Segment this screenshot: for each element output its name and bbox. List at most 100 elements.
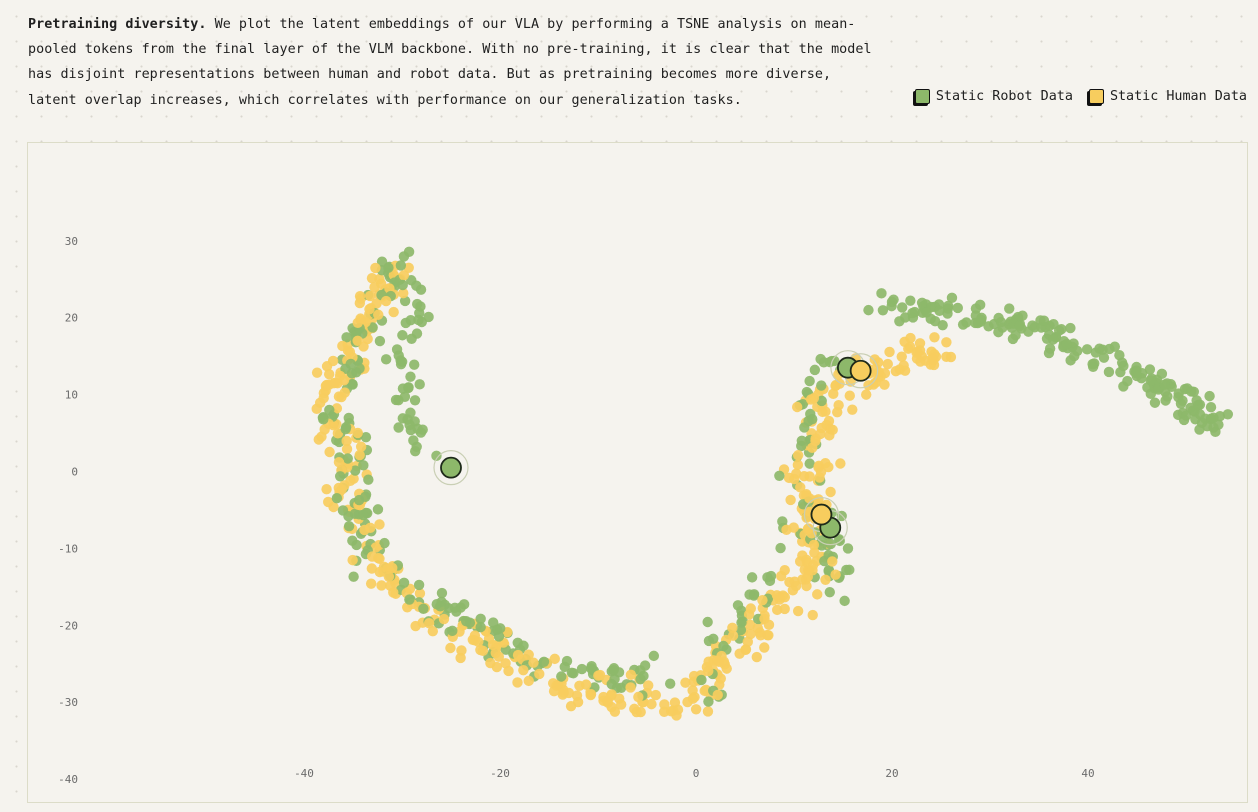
human-data-point [744, 619, 756, 630]
robot-data-point [405, 407, 416, 418]
human-data-point [323, 369, 335, 380]
human-data-point [795, 482, 806, 493]
robot-data-point [1204, 390, 1215, 402]
human-data-point [373, 309, 384, 320]
robot-data-point [1186, 386, 1197, 397]
robot-data-point [735, 624, 747, 636]
robot-data-point [423, 311, 434, 323]
robot-data-point [897, 302, 908, 313]
human-data-point [382, 563, 393, 575]
robot-data-point [372, 504, 384, 515]
robot-data-point [1145, 375, 1157, 386]
human-data-point [791, 401, 803, 413]
robot-data-point [1222, 409, 1234, 420]
robot-data-point [905, 295, 916, 306]
robot-data-point [1149, 397, 1161, 408]
robot-data-point [351, 539, 362, 551]
human-data-point [798, 470, 810, 482]
robot-data-point [839, 595, 850, 607]
human-data-point [366, 551, 378, 562]
robot-data-point [833, 534, 845, 545]
human-data-point [456, 645, 467, 656]
robot-data-point [816, 540, 827, 551]
human-data-point [905, 332, 916, 344]
human-data-point [727, 622, 738, 634]
robot-data-point [404, 594, 415, 605]
human-highlight-point [810, 503, 833, 526]
human-data-point [370, 542, 382, 553]
human-data-point [811, 555, 822, 567]
human-data-point [803, 523, 814, 534]
robot-data-point [974, 299, 986, 311]
robot-data-point [1044, 343, 1056, 354]
human-data-point [615, 699, 627, 710]
robot-data-point [460, 615, 472, 627]
human-data-point [789, 473, 800, 485]
robot-data-point [825, 538, 836, 550]
legend-swatch-robot [914, 89, 930, 104]
human-data-point [727, 630, 739, 641]
robot-data-point [1190, 414, 1201, 425]
human-data-point [370, 262, 381, 274]
human-data-point [792, 450, 804, 461]
human-data-point [398, 270, 410, 281]
robot-data-point [809, 364, 821, 376]
human-data-point [384, 283, 395, 294]
human-data-point [882, 358, 893, 370]
robot-data-point [886, 300, 897, 312]
robot-data-point [635, 673, 646, 685]
human-data-point [321, 484, 332, 495]
robot-data-point [609, 673, 620, 685]
scatter-plot: 30 20 10 0 -10 -20 -30 -40 -40 -20 0 20 40 [58, 235, 1234, 786]
robot-data-point [415, 301, 426, 312]
robot-data-point [664, 678, 676, 689]
robot-data-point [576, 663, 588, 675]
human-data-point [808, 393, 820, 404]
human-data-point [324, 446, 335, 458]
human-data-point [445, 642, 456, 654]
human-data-point [337, 340, 348, 352]
robot-data-point [1038, 315, 1050, 326]
human-data-point [365, 578, 377, 589]
x-tick-label: -40 [294, 767, 314, 780]
robot-data-point [340, 423, 351, 435]
robot-data-point [475, 613, 486, 625]
human-data-point [690, 704, 702, 715]
robot-data-point [1160, 395, 1171, 406]
human-data-point [593, 670, 604, 681]
robot-data-point [824, 586, 835, 598]
robot-data-point [408, 435, 419, 446]
human-data-point [473, 636, 484, 647]
human-data-point [528, 657, 539, 668]
human-data-point [682, 696, 693, 708]
robot-data-point [324, 404, 335, 416]
human-data-point [493, 651, 505, 662]
human-data-point [775, 570, 787, 582]
human-data-point [716, 650, 727, 662]
human-data-point [820, 406, 831, 417]
human-data-point [491, 661, 503, 673]
human-data-point [423, 617, 435, 629]
human-data-point [352, 335, 363, 346]
human-data-point [808, 539, 820, 551]
robot-data-point [1180, 410, 1192, 421]
human-data-point [832, 406, 843, 418]
human-data-point [625, 669, 637, 681]
x-tick-label: 40 [1081, 767, 1094, 780]
human-data-point [558, 687, 569, 698]
human-data-point [911, 347, 922, 358]
robot-data-point [842, 543, 854, 554]
robot-data-point [475, 621, 486, 633]
human-data-point [311, 403, 322, 415]
human-data-point [835, 458, 846, 469]
y-tick-label: -40 [58, 773, 78, 786]
human-data-point [847, 404, 858, 415]
robot-data-point [1214, 411, 1226, 422]
human-data-point [703, 656, 714, 667]
robot-data-point [395, 260, 407, 271]
robot-data-point [1010, 329, 1021, 341]
robot-data-point [414, 379, 425, 390]
y-tick-label: 0 [71, 466, 78, 479]
human-data-point [702, 706, 714, 717]
human-data-point [534, 668, 545, 680]
